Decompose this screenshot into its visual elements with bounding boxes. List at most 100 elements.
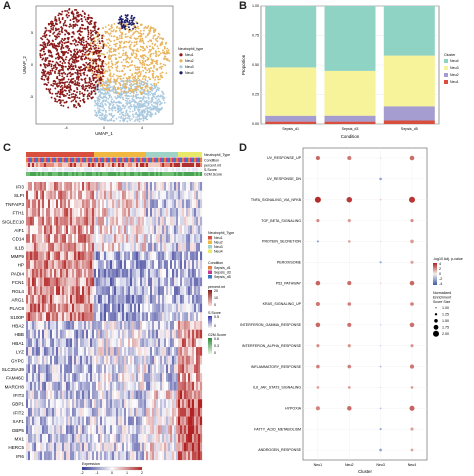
umap-point-neu3 — [126, 120, 129, 123]
bar-xtick-label: Sepsis_d5 — [401, 127, 418, 131]
umap-point-neu3 — [146, 110, 149, 113]
heatmap-cell — [44, 286, 47, 296]
heatmap-cell — [36, 286, 39, 296]
heatmap-cell — [68, 234, 71, 243]
umap-point-neu1 — [84, 51, 87, 54]
heatmap-cell — [154, 294, 157, 304]
umap-point-neu1 — [94, 44, 97, 47]
heatmap-cell — [142, 329, 145, 339]
heatmap-cell — [164, 338, 167, 348]
annotation-cell — [80, 167, 83, 172]
umap-point-neu1 — [51, 42, 53, 45]
umap-point-neu1 — [83, 89, 86, 92]
heatmap-cell — [52, 321, 55, 330]
annotation-cell — [162, 152, 165, 157]
umap-point-neu2 — [98, 74, 100, 76]
heatmap-cell — [162, 338, 165, 348]
heatmap-cell — [76, 242, 79, 252]
umap-point-neu3 — [117, 111, 119, 114]
umap-point-neu2 — [131, 64, 134, 66]
umap-point-neu3 — [96, 99, 99, 102]
heatmap-cell — [180, 321, 183, 330]
heatmap-cell — [190, 251, 193, 261]
umap-point-neu1 — [94, 87, 97, 90]
annotation-cell — [74, 152, 77, 157]
heatmap-cell — [168, 260, 171, 269]
umap-point-neu1 — [63, 81, 66, 84]
umap-point-neu1 — [71, 96, 73, 99]
heatmap-cell — [44, 312, 47, 322]
heatmap-cell — [142, 294, 145, 304]
umap-point-neu2 — [159, 62, 162, 65]
heatmap-cell — [148, 312, 151, 322]
umap-point-neu2 — [143, 27, 146, 30]
heatmap-cell — [106, 329, 109, 339]
umap-point-neu2 — [122, 49, 125, 52]
annotation-cell — [50, 163, 53, 167]
heatmap-cell — [54, 312, 57, 322]
annotation-cell — [74, 157, 77, 163]
umap-point-neu3 — [141, 115, 144, 118]
umap-point-neu2 — [161, 71, 164, 74]
heatmap-cell — [150, 294, 153, 304]
heatmap-cell — [178, 234, 181, 243]
heatmap-cell — [50, 242, 53, 252]
umap-point-neu2 — [111, 64, 114, 66]
heatmap-cell — [152, 321, 155, 330]
heatmap-cell — [160, 225, 163, 235]
umap-point-neu3 — [125, 111, 128, 114]
heatmap-cell — [200, 199, 203, 209]
umap-point-neu1 — [50, 55, 53, 58]
umap-point-neu2 — [120, 88, 122, 91]
annotation-cell — [120, 167, 123, 172]
heatmap-cell — [148, 260, 151, 269]
heatmap-cell — [134, 329, 137, 339]
annotation-cell — [112, 172, 115, 176]
heatmap-cell — [32, 234, 35, 243]
heatmap-cell — [186, 303, 189, 313]
umap-point-neu1 — [61, 18, 64, 21]
umap-point-neu3 — [135, 106, 138, 109]
heatmap-cell — [116, 199, 119, 209]
heatmap-cell — [190, 294, 193, 304]
heatmap-cell — [126, 303, 129, 313]
heatmap-cell — [148, 321, 151, 330]
annotation-cell — [170, 157, 173, 163]
heatmap-cell — [60, 312, 63, 322]
heatmap-cell — [42, 277, 45, 287]
heatmap-cell — [184, 208, 187, 217]
bar-segment-neu4 — [324, 6, 376, 71]
umap-point-neu1 — [67, 32, 70, 34]
heatmap-cell — [118, 321, 121, 330]
heatmap-cell — [94, 277, 97, 287]
heatmap-cell — [170, 312, 173, 322]
heatmap-cell — [94, 199, 97, 209]
heatmap-cell — [26, 347, 29, 356]
umap-point-neu2 — [134, 80, 137, 82]
umap-point-neu2 — [144, 48, 146, 50]
umap-point-neu1 — [73, 25, 76, 28]
umap-point-neu3 — [98, 88, 101, 91]
heatmap-cell — [100, 329, 103, 339]
heatmap-cell — [60, 190, 63, 200]
annotation-cell — [40, 157, 43, 163]
heatmap-cell — [154, 260, 157, 269]
umap-point-neu1 — [43, 46, 45, 49]
umap-point-neu2 — [159, 37, 161, 39]
heatmap-cell — [70, 234, 73, 243]
annotation-cell — [118, 152, 121, 157]
heatmap-cell — [64, 251, 67, 261]
heatmap-cell — [166, 242, 169, 252]
annotation-cell — [36, 172, 39, 176]
heatmap-cell — [142, 242, 145, 252]
heatmap-cell — [128, 286, 131, 296]
annotation-cell — [66, 152, 69, 157]
annotation-cell — [66, 172, 69, 176]
heatmap-cell — [90, 260, 93, 269]
heatmap-cell — [58, 242, 61, 252]
heatmap-cell — [192, 294, 195, 304]
heatmap-cell — [190, 329, 193, 339]
heatmap-cell — [140, 303, 143, 313]
umap-point-neu1 — [92, 84, 95, 87]
annotation-cell — [90, 163, 93, 167]
